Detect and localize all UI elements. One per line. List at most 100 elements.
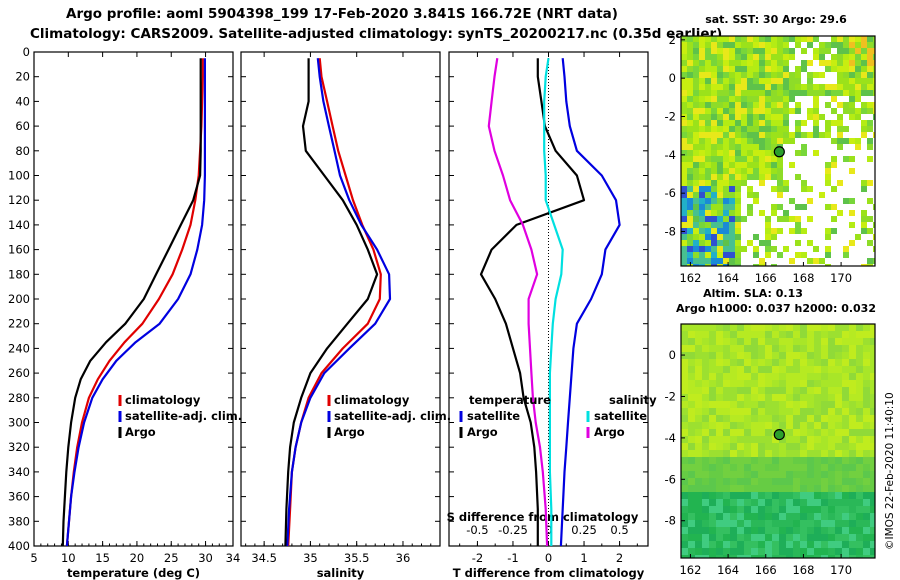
- sst-cell: [861, 36, 867, 42]
- sst-cell: [729, 72, 735, 78]
- sla-cell: [730, 506, 737, 513]
- sla-cell: [870, 478, 875, 485]
- sla-cell: [751, 443, 758, 450]
- sst-cell: [693, 192, 699, 198]
- sla-cell: [716, 464, 723, 471]
- sla-cell: [688, 492, 695, 499]
- sst-cell: [849, 138, 855, 144]
- sst-cell: [783, 42, 789, 48]
- sla-cell: [681, 324, 688, 331]
- sla-cell: [730, 450, 737, 457]
- sst-cell: [837, 90, 843, 96]
- sst-cell: [777, 228, 783, 234]
- sst-cell: [783, 66, 789, 72]
- sst-cell: [735, 180, 741, 186]
- sst-cell: [753, 90, 759, 96]
- sla-cell: [730, 373, 737, 380]
- sla-cell: [800, 478, 807, 485]
- sla-cell: [758, 457, 765, 464]
- sst-cell: [681, 96, 687, 102]
- sst-cell: [723, 264, 729, 266]
- sla-cell: [807, 555, 814, 558]
- sst-cell: [765, 102, 771, 108]
- sla-cell: [751, 450, 758, 457]
- sst-cell: [723, 150, 729, 156]
- sst_map-xtick-label: 164: [717, 271, 739, 285]
- sla-cell: [821, 380, 828, 387]
- sst-cell: [861, 48, 867, 54]
- sst-cell: [705, 228, 711, 234]
- sla-cell: [772, 443, 779, 450]
- sst-cell: [831, 138, 837, 144]
- sst-cell: [711, 228, 717, 234]
- sst_map-ytick-label: -2: [665, 110, 676, 124]
- sst-cell: [729, 162, 735, 168]
- sst-cell: [861, 54, 867, 60]
- sla-cell: [772, 527, 779, 534]
- sla-cell: [772, 520, 779, 527]
- sst-cell: [849, 66, 855, 72]
- sla-cell: [800, 548, 807, 555]
- sla-cell: [821, 513, 828, 520]
- sla-cell: [786, 485, 793, 492]
- sla-cell: [702, 464, 709, 471]
- sla-cell: [828, 429, 835, 436]
- sla-cell: [800, 352, 807, 359]
- sst-cell: [729, 102, 735, 108]
- sla-cell: [695, 506, 702, 513]
- sst-cell: [729, 150, 735, 156]
- sla-cell: [828, 373, 835, 380]
- sla-cell: [702, 513, 709, 520]
- sst-cell: [807, 72, 813, 78]
- sst-cell: [681, 222, 687, 228]
- salinity-diff-axis-label: S difference from climatology: [447, 510, 639, 524]
- sla-cell: [751, 331, 758, 338]
- sla-cell: [765, 366, 772, 373]
- sst-cell: [825, 162, 831, 168]
- sla-cell: [821, 548, 828, 555]
- sla-cell: [835, 499, 842, 506]
- sst-cell: [777, 84, 783, 90]
- sla-cell: [765, 457, 772, 464]
- sst-cell: [735, 96, 741, 102]
- sst-cell: [801, 204, 807, 210]
- sst-cell: [837, 210, 843, 216]
- sla-cell: [723, 534, 730, 541]
- sst-cell: [771, 186, 777, 192]
- sst-cell: [693, 252, 699, 258]
- sst-cell: [717, 252, 723, 258]
- sst-cell: [705, 162, 711, 168]
- sla-cell: [744, 380, 751, 387]
- sst-cell: [825, 264, 831, 266]
- sla-cell: [681, 359, 688, 366]
- sla-cell: [807, 464, 814, 471]
- sla-cell: [849, 485, 856, 492]
- sla-cell: [849, 471, 856, 478]
- sla-cell: [681, 492, 688, 499]
- sla-cell: [688, 506, 695, 513]
- sst-cell: [771, 36, 777, 42]
- sla-cell: [807, 380, 814, 387]
- sst-cell: [741, 126, 747, 132]
- sst-cell: [765, 168, 771, 174]
- panel-salinity: 34.5 35 35.5 36salinityclimatologysatellite…: [240, 51, 451, 580]
- sla-cell: [807, 331, 814, 338]
- sst-cell: [759, 60, 765, 66]
- sla-cell: [800, 408, 807, 415]
- sst-cell: [699, 48, 705, 54]
- sla-cell: [744, 450, 751, 457]
- sla-cell: [709, 464, 716, 471]
- sla-cell: [758, 359, 765, 366]
- sla-cell: [856, 492, 863, 499]
- sla-cell: [730, 485, 737, 492]
- sst-cell: [735, 114, 741, 120]
- sla-cell: [835, 471, 842, 478]
- sla-cell: [870, 324, 875, 331]
- sst-cell: [699, 90, 705, 96]
- sla-cell: [737, 471, 744, 478]
- sla-cell: [744, 338, 751, 345]
- sla-cell: [695, 380, 702, 387]
- sla-cell: [793, 457, 800, 464]
- sla-cell: [709, 373, 716, 380]
- sst-cell: [693, 66, 699, 72]
